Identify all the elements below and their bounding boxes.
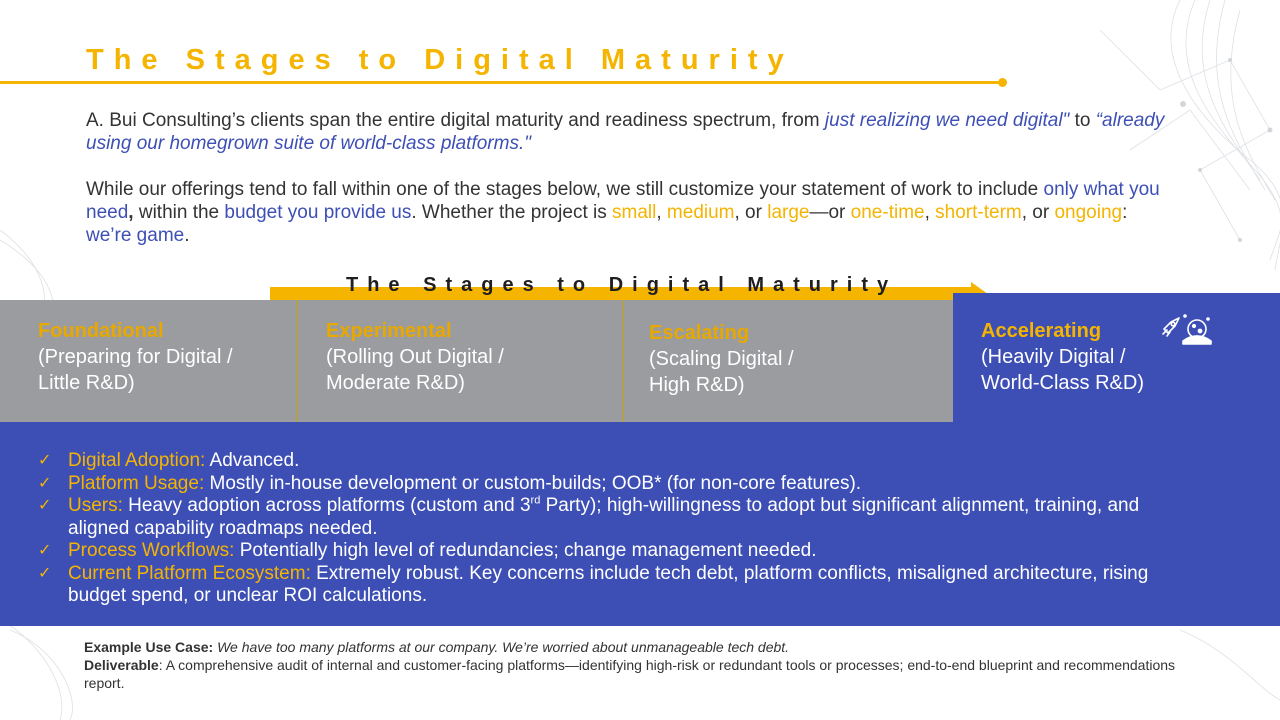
footer-notes: Example Use Case: We have too many platf… bbox=[84, 638, 1184, 692]
check-icon: ✓ bbox=[38, 474, 52, 492]
checklist-text: Extremely robust. Key concerns include t… bbox=[68, 562, 1149, 607]
checklist-label: Platform Usage: bbox=[68, 472, 205, 494]
intro-dash: —or bbox=[809, 202, 851, 223]
checklist-label: Digital Adoption: bbox=[68, 450, 206, 471]
use-case-label: Example Use Case: bbox=[84, 639, 214, 655]
deliverable-text: : A comprehensive audit of internal and … bbox=[84, 657, 1176, 691]
highlight-large: large bbox=[767, 202, 810, 223]
intro-paragraph-1: A. Bui Consulting’s clients span the ent… bbox=[86, 109, 1176, 155]
check-icon: ✓ bbox=[38, 564, 52, 582]
stage-description: (Preparing for Digital / Little R&D) bbox=[38, 346, 233, 394]
highlight-one-time: one-time bbox=[850, 202, 925, 223]
intro-or-2: , or bbox=[1021, 202, 1055, 223]
page-title: The Stages to Digital Maturity bbox=[86, 44, 794, 76]
stage-name: Escalating bbox=[649, 322, 750, 344]
intro-paragraph-2: While our offerings tend to fall within … bbox=[86, 178, 1176, 247]
checklist-item: ✓ Digital Adoption: Advanced. bbox=[38, 450, 1178, 473]
intro-quote-2: “already using our homegrown suite of wo… bbox=[86, 110, 1165, 154]
stage-name: Accelerating bbox=[981, 320, 1102, 342]
checklist-text: Potentially high level of redundancies; … bbox=[234, 540, 817, 561]
highlight-medium: medium bbox=[666, 202, 735, 223]
intro-quote-1: just realizing we need digital" bbox=[824, 110, 1070, 131]
stage-description: (Scaling Digital / High R&D) bbox=[649, 348, 794, 396]
deliverable-label: Deliverable bbox=[84, 657, 159, 673]
intro-end: . bbox=[184, 225, 190, 246]
use-case-line: Example Use Case: We have too many platf… bbox=[84, 638, 1184, 656]
stage-accelerating: Accelerating (Heavily Digital / World-Cl… bbox=[953, 293, 1280, 423]
intro-text: A. Bui Consulting’s clients span the ent… bbox=[86, 109, 1176, 247]
intro-within: within the bbox=[133, 202, 225, 223]
accelerating-checklist: ✓ Digital Adoption: Advanced. ✓ Platform U… bbox=[38, 450, 1178, 608]
intro-p1-mid: to bbox=[1069, 110, 1096, 131]
deliverable-line: Deliverable: A comprehensive audit of in… bbox=[84, 656, 1184, 692]
highlight-game: we’re game bbox=[86, 225, 185, 246]
stage-name: Experimental bbox=[326, 320, 452, 342]
intro-sep-2: , bbox=[924, 202, 936, 223]
check-icon: ✓ bbox=[38, 542, 52, 559]
checklist-label: Current Platform Ecosystem: bbox=[68, 562, 311, 584]
checklist-text: Heavy adoption across platforms (custom … bbox=[122, 495, 531, 516]
checklist-label: Users: bbox=[68, 495, 123, 516]
highlight-only-what-you-need: only what you need bbox=[86, 179, 1160, 223]
intro-whether: . Whether the project is bbox=[411, 202, 613, 223]
stage-foundational: Foundational (Preparing for Digital / Li… bbox=[0, 300, 297, 422]
stage-name: Foundational bbox=[38, 320, 164, 342]
stage-description: (Rolling Out Digital / Moderate R&D) bbox=[326, 346, 504, 394]
title-underline bbox=[0, 81, 1002, 84]
stage-escalating: Escalating (Scaling Digital / High R&D) bbox=[623, 300, 953, 422]
rocket-planet-icon bbox=[1162, 314, 1212, 345]
intro-sep-1: , bbox=[656, 202, 667, 223]
checklist-item: ✓ Process Workflows: Potentially high lev… bbox=[38, 540, 1178, 563]
checklist-item: ✓ Current Platform Ecosystem: Extremely r… bbox=[38, 563, 1178, 608]
highlight-short-term: short-term bbox=[935, 202, 1022, 223]
intro-or-1: , or bbox=[734, 202, 768, 223]
checklist-item: ✓ Platform Usage: Mostly in-house develop… bbox=[38, 473, 1178, 496]
stages-header: The Stages to Digital Maturity bbox=[346, 274, 898, 296]
intro-p1-lead: A. Bui Consulting’s clients span the ent… bbox=[86, 110, 825, 131]
checklist-text: Advanced. bbox=[205, 450, 300, 471]
check-icon: ✓ bbox=[38, 452, 52, 469]
intro-p2-lead: While our offerings tend to fall within … bbox=[86, 179, 1044, 200]
highlight-small: small bbox=[612, 202, 657, 223]
use-case-text: We have too many platforms at our compan… bbox=[213, 639, 790, 655]
checklist-item: ✓ Users: Heavy adoption across platforms … bbox=[38, 495, 1178, 540]
accelerating-details-panel bbox=[0, 422, 1280, 626]
checklist-label: Process Workflows: bbox=[68, 540, 235, 561]
title-underline-dot bbox=[998, 78, 1007, 87]
stage-experimental: Experimental (Rolling Out Digital / Mode… bbox=[297, 300, 623, 422]
checklist-text: Mostly in-house development or custom-bu… bbox=[204, 472, 862, 494]
stages-arrow-bar bbox=[270, 287, 972, 301]
check-icon: ✓ bbox=[38, 497, 52, 514]
intro-comma: , bbox=[128, 202, 134, 223]
highlight-ongoing: ongoing bbox=[1054, 202, 1123, 223]
highlight-budget: budget you provide us bbox=[224, 202, 412, 223]
stage-description: (Heavily Digital / World-Class R&D) bbox=[981, 346, 1144, 394]
intro-colon: : bbox=[1122, 202, 1128, 223]
checklist-text: Party); high-willingness to adopt but si… bbox=[68, 495, 1140, 539]
checklist-superscript: rd bbox=[530, 494, 541, 507]
